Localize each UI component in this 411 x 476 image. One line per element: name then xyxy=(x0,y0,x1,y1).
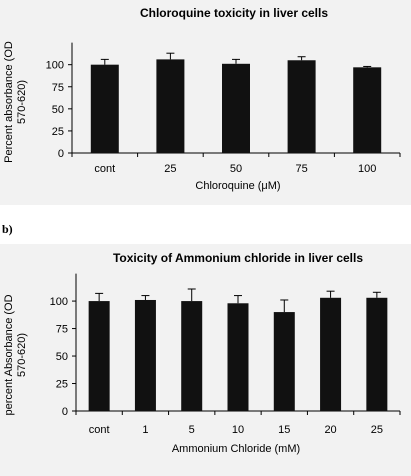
x-tick-label: cont xyxy=(94,163,115,175)
y-tick-label: 50 xyxy=(52,104,64,116)
y-axis-label: Percent absorbance (OD570-620) xyxy=(3,41,28,163)
y-tick-label: 25 xyxy=(56,379,68,391)
x-tick-label: 10 xyxy=(232,424,244,436)
x-tick-label: 100 xyxy=(358,163,376,175)
y-tick-label: 0 xyxy=(58,148,64,160)
y-axis-label: percent Absorbance (OD570-620) xyxy=(3,294,28,415)
y-tick-label: 25 xyxy=(52,126,64,138)
bar-5 xyxy=(181,301,203,411)
bar-15 xyxy=(273,312,295,411)
y-tick-label: 75 xyxy=(56,324,68,336)
x-tick-label: 25 xyxy=(371,424,383,436)
x-tick-label: 15 xyxy=(278,424,290,436)
x-axis-label: Ammonium Chloride (mM) xyxy=(172,443,300,455)
x-axis-label: Chloroquine (μM) xyxy=(195,180,280,192)
x-tick-label: 75 xyxy=(295,163,307,175)
bar-20 xyxy=(320,297,342,411)
bar-10 xyxy=(227,303,249,411)
bar-75 xyxy=(287,60,316,153)
y-tick-label: 0 xyxy=(62,406,68,418)
y-tick-label: 100 xyxy=(50,296,68,308)
x-tick-label: 50 xyxy=(230,163,242,175)
x-tick-label: 20 xyxy=(324,424,336,436)
bar-25 xyxy=(156,59,185,153)
x-tick-label: 1 xyxy=(142,424,148,436)
chart-title: Chloroquine toxicity in liver cells xyxy=(140,6,328,20)
bar-1 xyxy=(134,299,156,411)
chart-panel-chloroquine: Chloroquine toxicity in liver cells 0 25 50… xyxy=(0,0,411,205)
panel-label-b: b) xyxy=(2,222,13,236)
bar-100 xyxy=(353,67,382,153)
x-tick-label: 5 xyxy=(189,424,195,436)
y-tick-label: 50 xyxy=(56,351,68,363)
bar-25 xyxy=(366,297,388,411)
chloroquine-bar-chart: Chloroquine toxicity in liver cells 0 25 50… xyxy=(3,6,401,192)
y-tick-label: 100 xyxy=(46,60,64,72)
bar-50 xyxy=(222,63,250,153)
chart-panel-ammonium-chloride: Toxicity of Ammonium chloride in liver c… xyxy=(0,244,411,476)
x-tick-label: cont xyxy=(89,424,110,436)
bar-cont xyxy=(88,301,110,411)
x-tick-label: 25 xyxy=(164,163,176,175)
bar-cont xyxy=(90,64,119,153)
y-tick-label: 75 xyxy=(52,82,64,94)
chart-title: Toxicity of Ammonium chloride in liver c… xyxy=(113,251,363,265)
ammonium-chloride-bar-chart: Toxicity of Ammonium chloride in liver c… xyxy=(3,251,401,455)
